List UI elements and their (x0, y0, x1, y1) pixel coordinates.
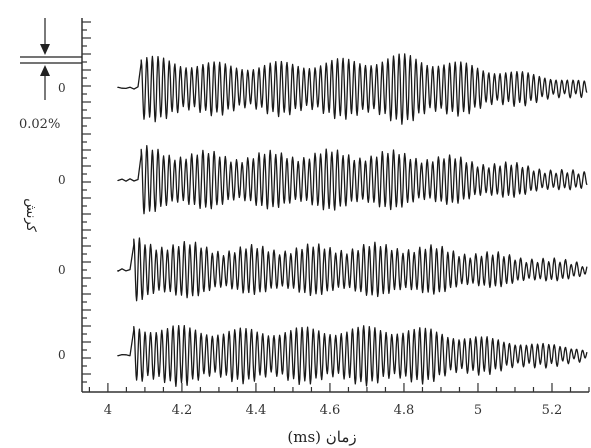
x-tick-label: 4 (104, 403, 112, 418)
scale-indicator: 0.02% (19, 18, 82, 132)
plot-frame (81, 18, 589, 393)
baseline-zero-labels: 0 0 0 0 (58, 81, 66, 362)
zero-label: 0 (58, 173, 66, 187)
zero-label: 0 (58, 263, 66, 277)
strain-trace-3 (117, 237, 588, 302)
scale-bar-label: 0.02% (19, 117, 60, 132)
y-axis-label: کرنش (23, 198, 38, 232)
strain-trace-4 (117, 324, 588, 387)
x-tick-label: 5 (474, 403, 482, 418)
strain-traces (117, 53, 588, 387)
up-arrow-icon (40, 65, 50, 76)
zero-label: 0 (58, 348, 66, 362)
x-axis-ticks (88, 383, 590, 392)
x-tick-label: 4.6 (320, 403, 341, 418)
x-tick-label: 4.8 (394, 403, 415, 418)
x-tick-label: 4.2 (172, 403, 193, 418)
x-tick-label: 4.4 (246, 403, 267, 418)
strain-trace-1 (117, 53, 588, 125)
x-tick-label: 5.2 (542, 403, 563, 418)
left-axis-ticks (82, 21, 91, 383)
strain-trace-2 (117, 145, 588, 215)
down-arrow-icon (40, 44, 50, 55)
x-axis-label: زمان (ms) (287, 428, 356, 446)
x-axis-tick-labels: 4 4.2 4.4 4.6 4.8 5 5.2 (104, 403, 563, 418)
zero-label: 0 (58, 81, 66, 95)
